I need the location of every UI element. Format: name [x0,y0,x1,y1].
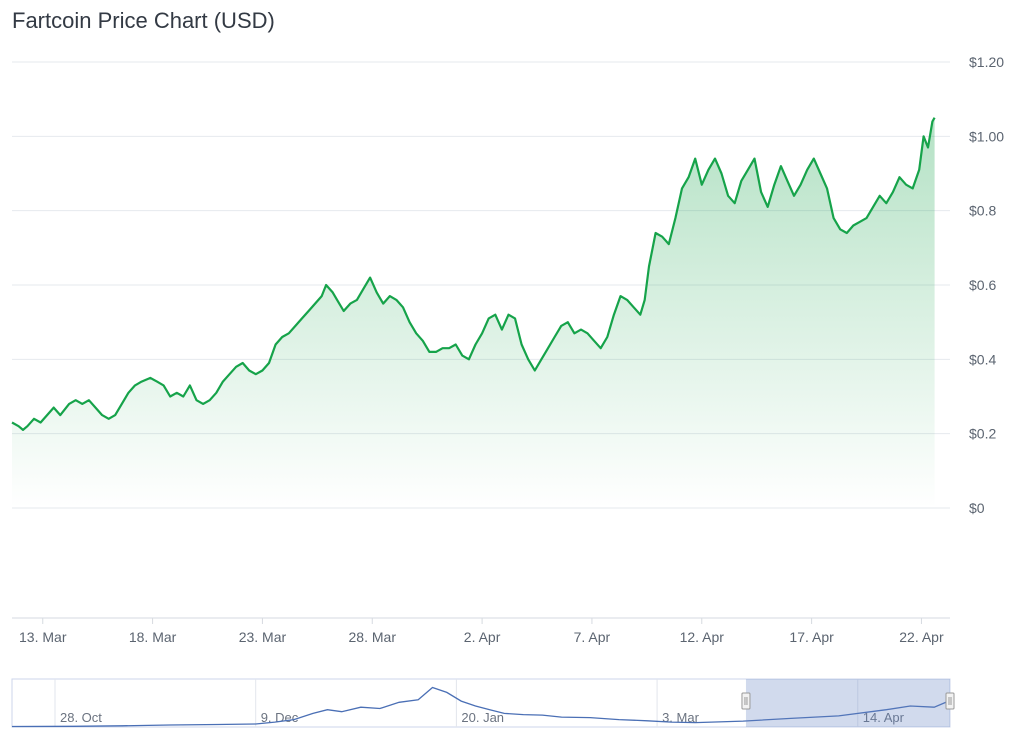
y-axis: $1.20 $1.00 $0.8 $0.6 $0.4 $0.2 $0 [969,54,1004,516]
chart-title: Fartcoin Price Chart (USD) [12,8,275,33]
area-fill [12,117,935,508]
price-series-line[interactable] [11,117,936,431]
y-tick-label: $0.2 [969,426,996,442]
x-tick-label: 28. Mar [349,629,397,645]
navigator-tick-label: 14. Apr [863,710,905,725]
navigator-tick-label: 9. Dec [261,710,299,725]
navigator-left-handle[interactable] [741,692,751,710]
y-tick-label: $0.4 [969,351,996,367]
y-tick-label: $0.8 [969,203,996,219]
y-tick-label: $0.6 [969,277,996,293]
y-tick-label: $1.00 [969,128,1004,144]
x-axis: 13. Mar 18. Mar 23. Mar 28. Mar 2. Apr 7. Apr… [12,617,950,645]
price-area [12,117,935,508]
y-tick-label: $1.20 [969,54,1004,70]
navigator-selected-range[interactable] [745,679,950,727]
navigator-selection[interactable] [741,679,955,727]
navigator-line [11,686,949,728]
x-tick-label: 18. Mar [129,629,177,645]
x-tick-label: 17. Apr [789,629,834,645]
navigator-series [11,686,949,728]
range-navigator[interactable]: 28. Oct 9. Dec 20. Jan 3. Mar 14. Apr [0,677,1024,747]
navigator-axis: 28. Oct 9. Dec 20. Jan 3. Mar 14. Apr [54,679,905,727]
x-tick-label: 2. Apr [464,629,501,645]
navigator-tick-label: 28. Oct [60,710,102,725]
navigator-tick-label: 20. Jan [461,710,504,725]
x-tick-label: 23. Mar [239,629,287,645]
x-tick-label: 12. Apr [680,629,725,645]
navigator-tick-label: 3. Mar [662,710,700,725]
y-tick-label: $0 [969,500,985,516]
x-tick-label: 13. Mar [19,629,67,645]
x-tick-label: 22. Apr [899,629,944,645]
navigator-right-handle[interactable] [945,692,955,710]
price-chart[interactable]: $1.20 $1.00 $0.8 $0.6 $0.4 $0.2 $0 13. Mar 18. … [0,0,1024,660]
x-tick-label: 7. Apr [574,629,611,645]
price-line[interactable] [11,117,936,431]
